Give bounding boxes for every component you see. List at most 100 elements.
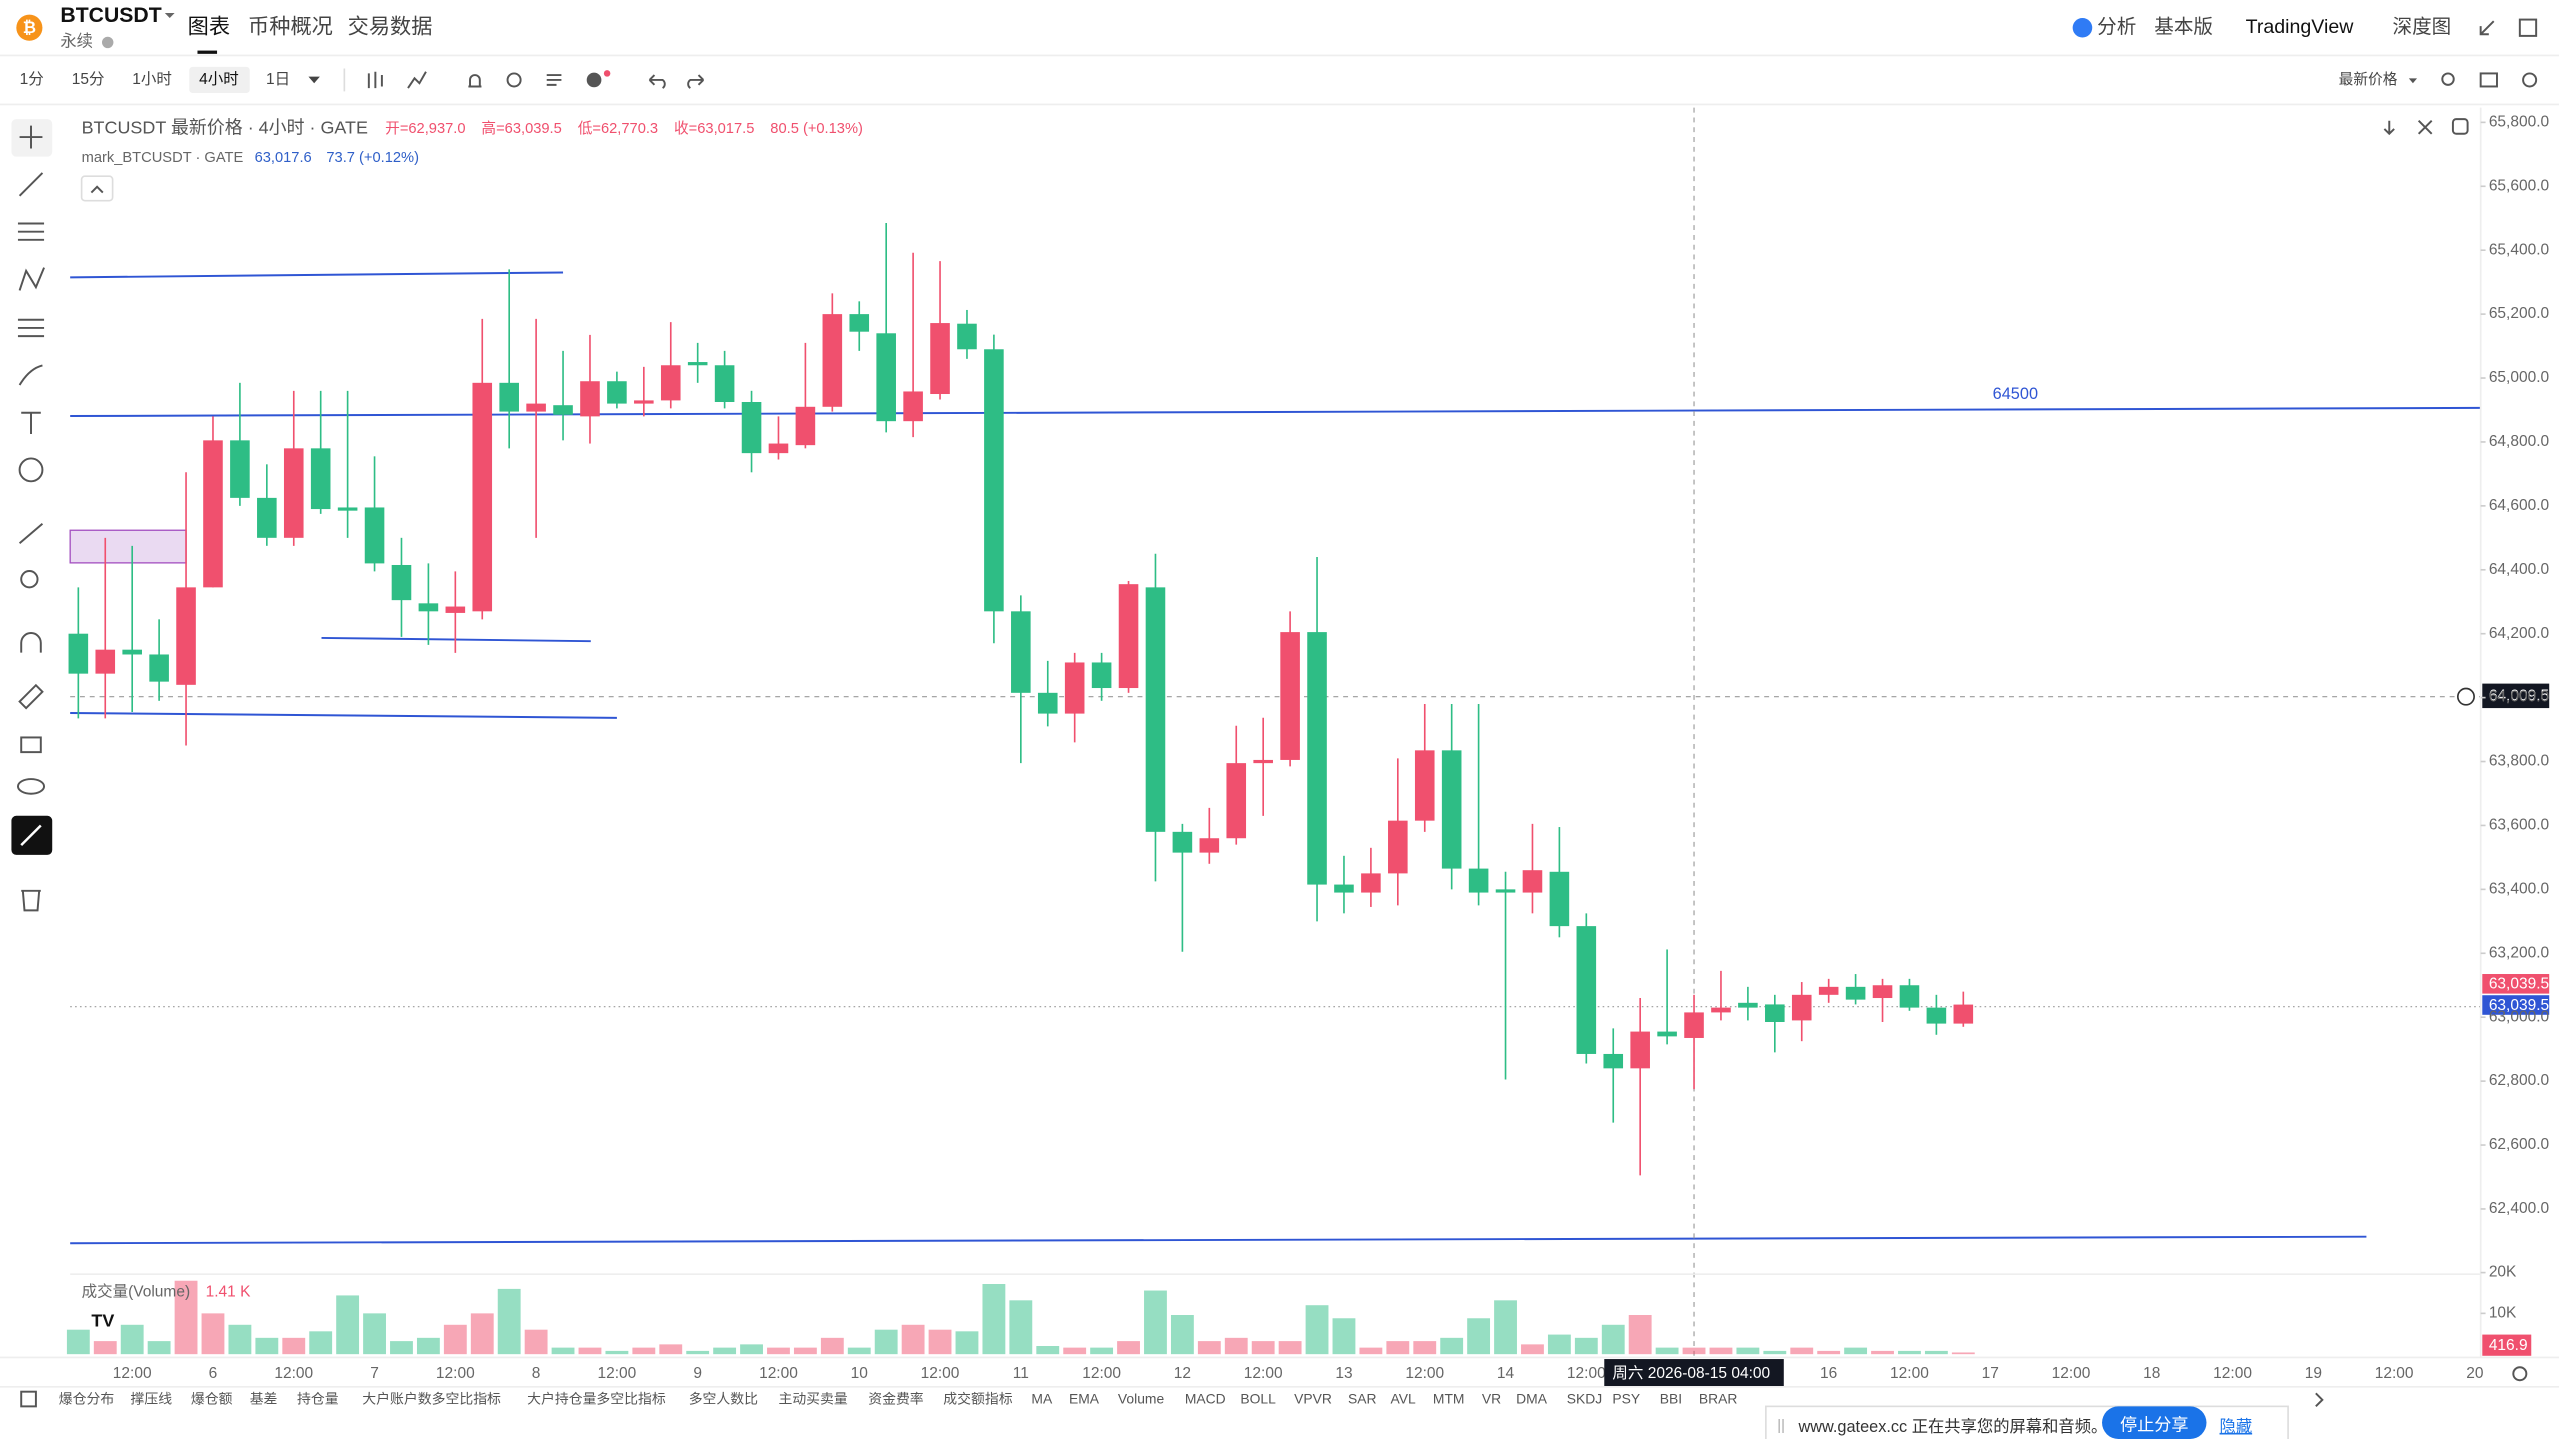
- indicator[interactable]: 资金费率: [868, 1391, 924, 1407]
- collapse-icon: [90, 185, 104, 194]
- tab[interactable]: 图表: [188, 14, 230, 38]
- indicator[interactable]: MA: [1031, 1391, 1053, 1407]
- price-type[interactable]: 最新价格: [2339, 71, 2398, 88]
- indicator-next[interactable]: [2315, 1392, 2324, 1408]
- indicator[interactable]: 持仓量: [297, 1391, 339, 1407]
- indicator[interactable]: MTM: [1433, 1391, 1465, 1407]
- zoom-tool[interactable]: [20, 570, 39, 589]
- visibility-tool[interactable]: [16, 778, 46, 795]
- candle-body: [1899, 985, 1920, 1008]
- line-tool[interactable]: [18, 172, 44, 197]
- emoji-tool[interactable]: [18, 457, 44, 483]
- symbol[interactable]: BTCUSDT: [60, 4, 161, 27]
- candle-body: [1118, 584, 1139, 689]
- stop-share-button[interactable]: [2102, 1406, 2207, 1439]
- volume-bar: [1117, 1341, 1140, 1355]
- indicator[interactable]: 撑压线: [131, 1391, 173, 1407]
- indicator[interactable]: 爆仓额: [191, 1391, 233, 1407]
- indicator[interactable]: SAR: [1348, 1391, 1377, 1407]
- tab[interactable]: 币种概况: [248, 14, 333, 38]
- crosshair-time-bg: [1604, 1359, 1784, 1387]
- volume-bar: [1628, 1315, 1652, 1355]
- hide-link[interactable]: 隐藏: [2220, 1418, 2253, 1436]
- interval[interactable]: 4小时: [199, 70, 239, 88]
- draw-mode-tool[interactable]: [18, 683, 44, 710]
- indicator[interactable]: BOLL: [1240, 1391, 1276, 1407]
- settings-icon[interactable]: [2522, 72, 2538, 88]
- plus-icon[interactable]: [586, 72, 602, 88]
- candle-body: [714, 365, 735, 403]
- interval[interactable]: 1日: [266, 71, 290, 88]
- trash-tool[interactable]: [21, 889, 41, 912]
- top-link[interactable]: TradingView: [2246, 16, 2355, 38]
- candle-body: [1414, 750, 1435, 821]
- crosshair-tool[interactable]: [19, 125, 43, 149]
- top-link[interactable]: 深度图: [2393, 16, 2452, 38]
- axis-settings[interactable]: [2512, 1366, 2528, 1382]
- lock-tool[interactable]: [20, 736, 42, 754]
- indicator[interactable]: 大户持仓量多空比指标: [527, 1391, 666, 1407]
- fib-tool[interactable]: [17, 222, 45, 241]
- alert-icon[interactable]: [468, 74, 482, 88]
- candle-body: [849, 314, 870, 332]
- pane-max[interactable]: [2417, 120, 2433, 135]
- expand-icon[interactable]: [2479, 20, 2495, 36]
- indicator[interactable]: 成交额指标: [943, 1391, 1012, 1407]
- indicator[interactable]: VR: [1482, 1391, 1501, 1407]
- crosshair-plus[interactable]: [2456, 687, 2475, 706]
- y2-tick-label: 10K: [2489, 1304, 2517, 1321]
- volume-bar: [1709, 1347, 1733, 1355]
- candle-type-icon[interactable]: [367, 71, 383, 89]
- trend-line[interactable]: [70, 711, 617, 719]
- interval[interactable]: 15分: [72, 70, 105, 88]
- text-tool[interactable]: [21, 411, 41, 434]
- indicator[interactable]: 主动买卖量: [778, 1391, 847, 1407]
- pane-restore[interactable]: [2451, 118, 2469, 135]
- template-icon[interactable]: [546, 74, 562, 86]
- prediction-tool[interactable]: [17, 318, 45, 338]
- volume-bar: [1009, 1300, 1033, 1355]
- indicator[interactable]: MACD: [1185, 1391, 1226, 1407]
- indicator[interactable]: BRAR: [1699, 1391, 1738, 1407]
- indicator[interactable]: VPVR: [1294, 1391, 1332, 1407]
- indicator[interactable]: PSY: [1612, 1391, 1640, 1407]
- trend-line[interactable]: [70, 1235, 2367, 1245]
- indicator[interactable]: 多空人数比: [689, 1391, 758, 1407]
- search-icon[interactable]: [2441, 72, 2455, 86]
- top-link[interactable]: 分析: [2097, 16, 2136, 38]
- y-tick-label: 63,800.0: [2489, 753, 2550, 770]
- interval[interactable]: 1分: [20, 70, 44, 88]
- pattern-tool[interactable]: [18, 267, 45, 291]
- indicator[interactable]: AVL: [1390, 1391, 1415, 1407]
- undo-icon[interactable]: [648, 74, 666, 89]
- camera-icon[interactable]: [2479, 72, 2498, 88]
- indicator[interactable]: 爆仓分布: [59, 1391, 115, 1407]
- fullscreen-icon[interactable]: [2518, 18, 2538, 37]
- measure-tool[interactable]: [18, 522, 44, 545]
- y-tick-label: 64,800.0: [2489, 433, 2550, 450]
- interval[interactable]: 1小时: [132, 70, 172, 88]
- indicator[interactable]: EMA: [1069, 1391, 1100, 1407]
- trend-line[interactable]: [70, 271, 564, 279]
- indicator[interactable]: 基差: [250, 1391, 278, 1407]
- pane-down[interactable]: [2383, 120, 2395, 136]
- indicator[interactable]: BBI: [1660, 1391, 1682, 1407]
- tab[interactable]: 交易数据: [348, 14, 433, 38]
- indicator-icon[interactable]: [407, 71, 427, 89]
- indicator-panel-icon[interactable]: [20, 1390, 37, 1408]
- indicator[interactable]: SKDJ: [1567, 1391, 1602, 1407]
- brush-tool[interactable]: [18, 364, 43, 386]
- indicator[interactable]: Volume: [1118, 1391, 1165, 1407]
- replay-icon[interactable]: [506, 72, 522, 88]
- redo-icon[interactable]: [687, 74, 705, 89]
- magnet-tool[interactable]: [20, 632, 42, 653]
- top-link[interactable]: 基本版: [2154, 16, 2213, 38]
- candle-body: [1872, 985, 1893, 999]
- indicator[interactable]: DMA: [1516, 1391, 1548, 1407]
- indicator[interactable]: 大户账户数多空比指标: [362, 1391, 501, 1407]
- volume-value: 1.41 K: [206, 1283, 251, 1300]
- collapse-button[interactable]: [80, 175, 114, 202]
- trend-line[interactable]: [70, 406, 2481, 418]
- interval-caret[interactable]: [308, 76, 320, 84]
- range-box[interactable]: [69, 529, 187, 564]
